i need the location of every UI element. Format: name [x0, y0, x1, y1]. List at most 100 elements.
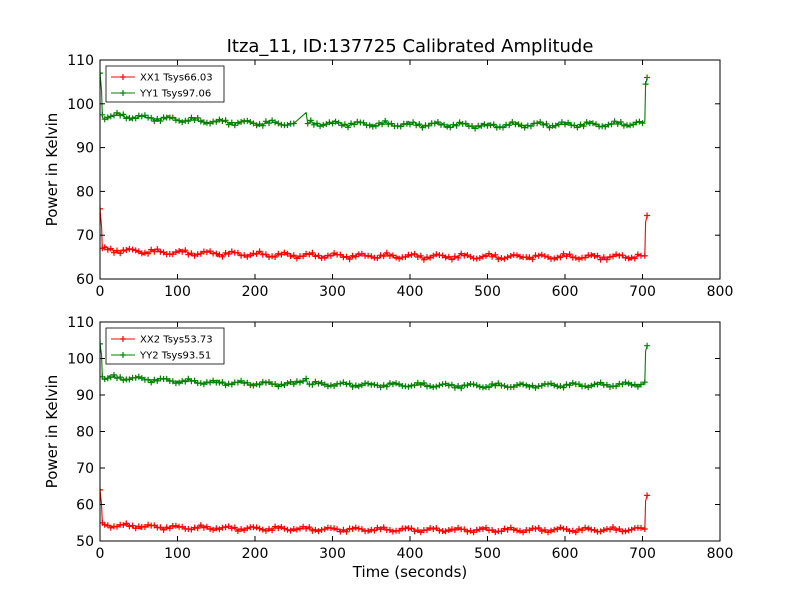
data-point-marker [551, 255, 558, 262]
data-point-marker [148, 246, 155, 253]
data-point-marker [135, 373, 142, 380]
data-point-marker [563, 526, 570, 533]
data-point-marker [634, 383, 641, 390]
data-point-marker [464, 382, 471, 389]
x-tick-label: 600 [552, 284, 579, 300]
x-tick-label: 300 [319, 284, 346, 300]
data-point-marker [191, 524, 198, 531]
data-point-marker [141, 249, 148, 256]
data-point-marker [266, 379, 272, 385]
data-point-marker [287, 527, 294, 534]
data-point-marker [442, 254, 449, 261]
data-point-marker [479, 253, 486, 260]
data-point-marker [380, 524, 387, 531]
data-point-marker [514, 252, 520, 259]
data-point-marker [614, 121, 621, 127]
data-point-marker [126, 523, 133, 530]
data-point-marker [397, 123, 404, 130]
data-point-marker [348, 120, 355, 127]
data-point-marker [444, 123, 451, 130]
data-point-marker [169, 251, 176, 258]
data-point-marker [389, 528, 396, 535]
data-point-marker [641, 379, 648, 386]
legend: XX1 Tsys66.03 YY1 Tsys97.06 [105, 65, 225, 103]
data-point-marker [341, 121, 348, 128]
data-point-marker [442, 380, 449, 387]
data-point-marker [445, 253, 452, 260]
data-point-marker [141, 112, 148, 119]
data-point-marker [510, 526, 517, 533]
data-point-marker [472, 125, 479, 132]
data-point-marker [631, 255, 638, 262]
data-point-marker [117, 112, 124, 119]
data-point-marker [179, 248, 186, 255]
data-point-marker [275, 383, 282, 390]
data-point-marker [200, 524, 207, 531]
data-point-marker [225, 380, 232, 387]
legend-label: XX2 Tsys53.73 [140, 335, 213, 346]
data-point-marker [593, 121, 599, 128]
data-point-marker [644, 212, 651, 219]
data-point-marker [410, 119, 417, 126]
data-point-marker [574, 124, 581, 131]
data-point-marker [529, 525, 536, 532]
data-point-marker [433, 251, 440, 258]
x-tick-label: 0 [96, 546, 105, 562]
data-point-marker [101, 244, 108, 251]
data-point-marker [329, 120, 336, 127]
data-point-marker [219, 118, 226, 124]
data-point-marker [176, 379, 183, 386]
data-point-marker [445, 527, 452, 533]
data-point-marker [256, 381, 263, 388]
data-point-marker [433, 525, 440, 532]
data-point-marker [343, 253, 350, 260]
data-point-marker [594, 252, 601, 259]
y-axis-label: Power in Kelvin [43, 375, 61, 489]
data-point-marker [312, 253, 319, 260]
upper-plot: 0 100 200 300 400 500 600 700 800 60 70 80 90 100 110 P… [43, 53, 733, 300]
x-tick-label: 100 [164, 546, 191, 562]
data-point-marker [548, 380, 554, 387]
data-point-marker [464, 252, 471, 259]
data-point-marker [558, 119, 565, 126]
data-point-marker [451, 526, 458, 533]
legend-label: YY1 Tsys97.06 [139, 89, 211, 100]
data-point-marker [613, 383, 620, 390]
data-point-marker [163, 524, 170, 531]
data-point-marker [185, 118, 192, 125]
series-markers-yy [100, 340, 651, 392]
data-point-marker [321, 381, 328, 388]
data-point-marker [340, 526, 347, 533]
data-point-marker [194, 525, 201, 532]
data-point-marker [377, 526, 384, 533]
data-point-marker [520, 381, 527, 388]
data-point-marker [244, 525, 251, 532]
data-point-marker [405, 383, 412, 390]
y-tick-label: 110 [67, 315, 94, 331]
data-point-marker [396, 527, 403, 534]
data-point-marker [107, 524, 114, 531]
data-point-marker [469, 123, 475, 129]
data-point-marker [490, 121, 497, 128]
data-point-marker [588, 382, 595, 389]
data-point-marker [451, 384, 458, 391]
data-point-marker [358, 526, 365, 533]
data-point-marker [520, 529, 527, 536]
data-point-marker [376, 120, 382, 127]
data-point-marker [514, 382, 520, 388]
data-point-marker [417, 381, 424, 388]
series-markers-xx [100, 205, 651, 263]
data-point-marker [203, 523, 210, 530]
data-point-marker [470, 381, 477, 388]
x-tick-label: 400 [397, 546, 424, 562]
data-point-marker [138, 375, 145, 382]
data-point-marker [613, 251, 620, 258]
data-point-marker [610, 253, 616, 260]
data-point-marker [160, 249, 167, 256]
data-point-marker [337, 528, 344, 535]
data-point-marker [107, 113, 114, 120]
data-point-marker [317, 123, 324, 130]
data-point-marker [278, 381, 285, 388]
data-point-marker [389, 381, 396, 388]
